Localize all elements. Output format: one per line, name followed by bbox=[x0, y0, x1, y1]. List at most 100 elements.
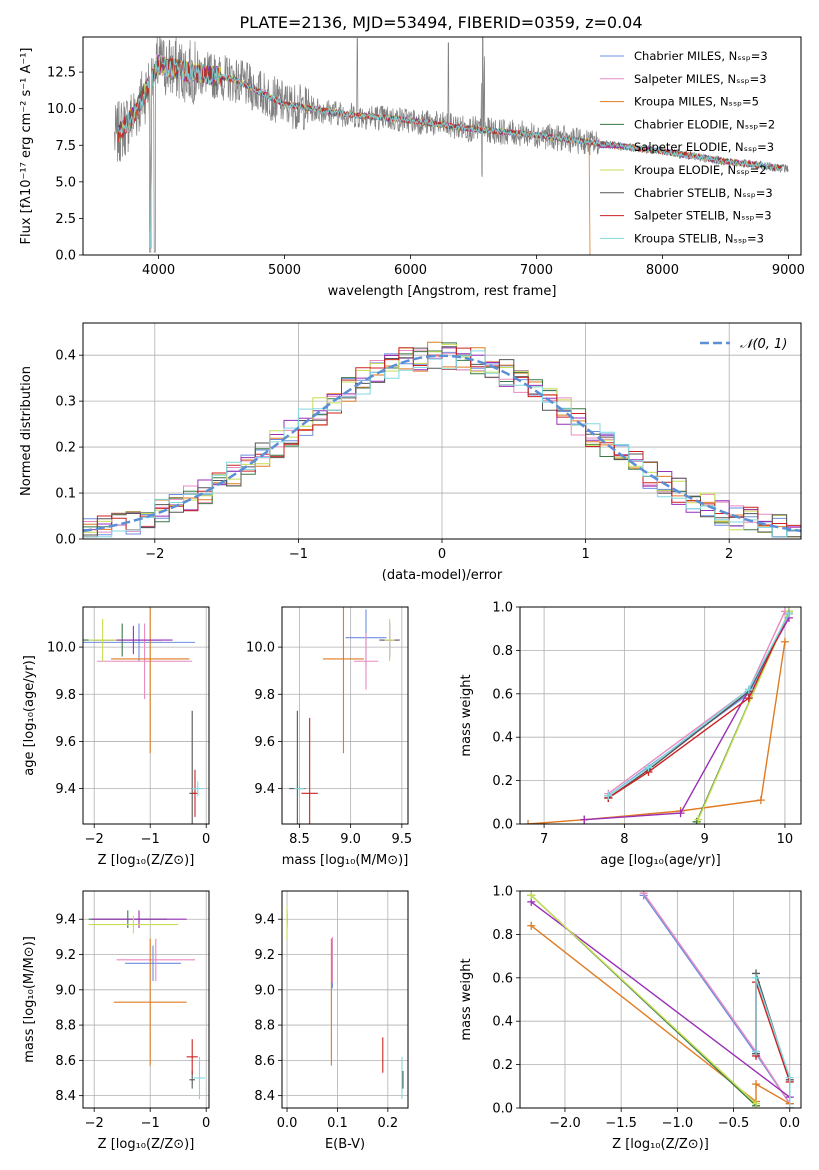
y-tick-label: 2.5 bbox=[55, 212, 76, 227]
axes-frame bbox=[281, 606, 409, 825]
x-tick-label: 0 bbox=[438, 547, 446, 562]
x-tick-label: 9000 bbox=[772, 263, 805, 278]
legend-entry-salp_elod: Salpeter ELODIE, Nₛₛₚ=3 bbox=[634, 140, 774, 154]
weight-line-salp_stel bbox=[607, 613, 790, 799]
x-tick-label: 0.0 bbox=[779, 1116, 800, 1131]
x-tick-label: 0 bbox=[202, 1116, 210, 1131]
plot-area-mass_vs_ebv bbox=[286, 905, 404, 1100]
errorbar-point-salp_stel bbox=[186, 1039, 198, 1075]
x-tick-label: 7000 bbox=[520, 263, 553, 278]
errorbar-point-salp_miles bbox=[116, 938, 195, 981]
x-axis-label: wavelength [Angstrom, rest frame] bbox=[328, 284, 557, 299]
x-tick-label: −0.5 bbox=[718, 1116, 750, 1131]
errorbar-point-salp_elod bbox=[91, 910, 187, 929]
panel-age_vs_mass: 8.5 9.0 9.5 9.4 9.6 9.8 10.0 mass [log₁₀(M/M⊙)] bbox=[246, 606, 413, 868]
model-line-krou_stel bbox=[117, 55, 783, 249]
errorbar-point-chab_miles bbox=[125, 945, 181, 981]
x-axis-label: E(B-V) bbox=[325, 1137, 365, 1152]
axes-frame bbox=[519, 606, 802, 825]
legend-entry-salp_miles: Salpeter MILES, Nₛₛₚ=3 bbox=[634, 72, 767, 86]
weight-line-chab_stel bbox=[607, 613, 790, 799]
x-tick-label: −1.5 bbox=[605, 1116, 637, 1131]
errorbar-point-salp_miles bbox=[353, 632, 379, 690]
y-axis-label: Normed distribution bbox=[19, 366, 34, 496]
x-tick-label: 0.1 bbox=[327, 1116, 348, 1131]
weight-marker-krou_elod bbox=[752, 1099, 761, 1108]
y-tick-label: 9.4 bbox=[55, 782, 76, 797]
errorbar-point-krou_elod bbox=[88, 915, 179, 934]
y-tick-label: 10.0 bbox=[47, 641, 76, 656]
y-tick-label: 7.5 bbox=[55, 139, 76, 154]
weight-marker-krou_stel bbox=[644, 763, 653, 772]
legend-entry-krou_miles: Kroupa MILES, Nₛₛₚ=5 bbox=[634, 95, 759, 109]
y-tick-label: 0.0 bbox=[55, 533, 76, 548]
y-tick-label: 1.0 bbox=[492, 885, 513, 900]
plot-area-age_vs_Z bbox=[83, 607, 204, 824]
x-tick-label: 0 bbox=[202, 832, 210, 847]
weight-line-krou_miles bbox=[527, 641, 786, 824]
weight-marker-salp_stel bbox=[744, 694, 753, 703]
y-tick-label: 8.8 bbox=[55, 1019, 76, 1034]
x-axis-label: Z [log₁₀(Z/Z⊙)] bbox=[612, 1137, 709, 1152]
x-axis-label: mass [log₁₀(M/M⊙)] bbox=[282, 853, 409, 868]
x-tick-label: 0.2 bbox=[377, 1116, 398, 1131]
y-tick-label: 5.0 bbox=[55, 175, 76, 190]
x-tick-label: 9 bbox=[701, 832, 709, 847]
y-tick-label: 9.6 bbox=[55, 735, 76, 750]
axes-frame bbox=[82, 890, 210, 1109]
weight-marker-krou_stel bbox=[604, 791, 613, 800]
y-axis-label: Flux [fλ10⁻¹⁷ erg cm⁻² s⁻¹ A⁻¹] bbox=[19, 48, 34, 245]
chart-title: PLATE=2136, MJD=53494, FIBERID=0359, z=0… bbox=[239, 13, 642, 32]
x-tick-label: −1 bbox=[141, 1116, 160, 1131]
weight-marker-krou_elod bbox=[694, 815, 703, 824]
x-tick-label: 8.5 bbox=[289, 832, 310, 847]
weight-marker-krou_stel bbox=[752, 973, 761, 982]
x-tick-label: 8000 bbox=[646, 263, 679, 278]
errorbar-point-chab_miles bbox=[83, 623, 195, 662]
weight-line-krou_miles bbox=[530, 925, 791, 1105]
y-tick-label: 0.0 bbox=[492, 818, 513, 833]
y-tick-label: 1.0 bbox=[492, 601, 513, 616]
y-tick-label: 10.0 bbox=[47, 102, 76, 117]
panel-mass_vs_Z: −2 −1 0 8.4 8.6 8.8 9.0 9.2 9.4 Z [log₁₀(Z/Z⊙)] ma… bbox=[22, 890, 210, 1152]
x-tick-label: 9.5 bbox=[392, 832, 413, 847]
y-tick-label: 10.0 bbox=[246, 641, 275, 656]
panel-residuals: −2 −1 0 1 2 0.0 0.1 0.2 0.3 0.4 (data-model)/error… bbox=[19, 322, 802, 583]
y-tick-label: 0.6 bbox=[492, 971, 513, 986]
weight-marker-krou_stel bbox=[785, 1073, 794, 1082]
weight-line-krou_elod bbox=[530, 894, 757, 1105]
legend-entry-salp_stel: Salpeter STELIB, Nₛₛₚ=3 bbox=[634, 209, 772, 223]
x-tick-label: −2 bbox=[145, 547, 164, 562]
y-tick-label: 0.6 bbox=[492, 687, 513, 702]
errorbar-point-salp_miles bbox=[97, 623, 193, 699]
weight-marker-salp_miles bbox=[639, 891, 648, 898]
plot-area-age_vs_mass bbox=[289, 607, 400, 824]
y-axis-label: mass [log₁₀(M/M⊙)] bbox=[22, 936, 37, 1063]
panel-age_vs_Z: −2 −1 0 9.4 9.6 9.8 10.0 Z [log₁₀(Z/Z⊙)] age [lo… bbox=[22, 606, 210, 868]
y-tick-label: 9.2 bbox=[254, 948, 275, 963]
errorbar-point-krou_miles bbox=[322, 607, 364, 754]
weight-marker-krou_miles bbox=[756, 796, 765, 805]
y-tick-label: 8.8 bbox=[254, 1019, 275, 1034]
panel-mass_vs_ebv: 0.0 0.1 0.2 8.4 8.6 8.8 9.0 9.2 9.4 E(B-V) bbox=[254, 890, 409, 1152]
y-tick-label: 9.8 bbox=[55, 688, 76, 703]
weight-marker-krou_miles bbox=[527, 921, 536, 930]
y-tick-label: 0.4 bbox=[492, 1015, 513, 1030]
x-tick-label: 6000 bbox=[394, 263, 427, 278]
weight-line-salp_elod bbox=[530, 901, 791, 1108]
plot-area-weight_vs_Z bbox=[527, 891, 794, 1108]
weight-line-krou_stel bbox=[755, 977, 791, 1108]
y-tick-label: 9.6 bbox=[254, 735, 275, 750]
errorbar-point-krou_miles bbox=[113, 938, 187, 1066]
weight-line-chab_miles bbox=[643, 894, 791, 1105]
plot-area-mass_vs_Z bbox=[88, 910, 206, 1100]
weight-line-krou_stel bbox=[607, 613, 790, 797]
y-tick-label: 8.6 bbox=[55, 1054, 76, 1069]
x-tick-label: −1.0 bbox=[662, 1116, 694, 1131]
y-tick-label: 0.0 bbox=[55, 249, 76, 264]
x-tick-label: −2.0 bbox=[549, 1116, 581, 1131]
plot-area-spectrum bbox=[114, 37, 789, 255]
legend-entry-chab_stel: Chabrier STELIB, Nₛₛₚ=3 bbox=[634, 186, 773, 200]
x-tick-label: 0.0 bbox=[277, 1116, 298, 1131]
y-tick-label: 9.4 bbox=[254, 782, 275, 797]
